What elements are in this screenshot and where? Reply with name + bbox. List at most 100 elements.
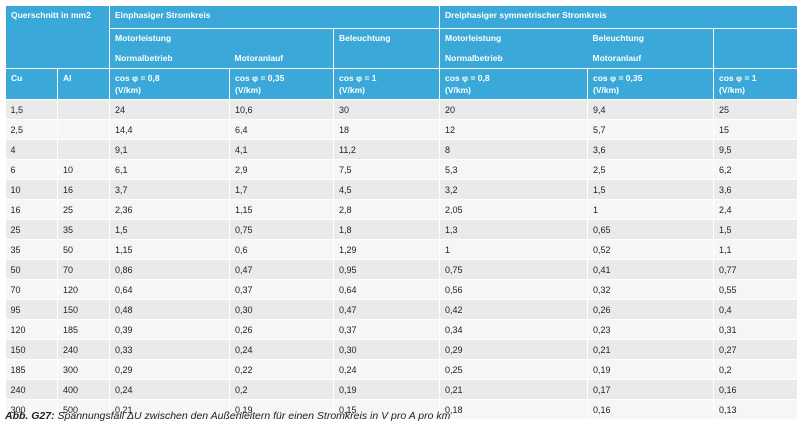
table-row: 35 50 1,15 0,6 1,29 1 0,52 1,1 <box>5 239 799 260</box>
table-row: 120 185 0,39 0,26 0,37 0,34 0,23 0,31 <box>5 319 799 340</box>
table-row: 150 240 0,33 0,24 0,30 0,29 0,21 0,27 <box>5 339 799 360</box>
cell-d-bel: 1,5 <box>713 219 799 240</box>
cell-al: 10 <box>57 159 110 180</box>
cell-d-bel: 3,6 <box>713 179 799 200</box>
table-row: 6 10 6,1 2,9 7,5 5,3 2,5 6,2 <box>5 159 799 180</box>
caption-label: Abb. G27: <box>5 410 55 422</box>
cell-d-bel: 9,5 <box>713 139 799 160</box>
cell-d-anl: 0,23 <box>587 319 715 340</box>
cell-e-norm: 0,64 <box>109 279 230 300</box>
header-e-motoranlauf: Motoranlauf <box>229 48 334 69</box>
cell-e-norm: 0,39 <box>109 319 230 340</box>
cell-e-anl: 1,15 <box>229 199 334 220</box>
cell-e-bel: 7,5 <box>333 159 441 180</box>
cell-d-anl: 5,7 <box>587 119 715 140</box>
table-header: Querschnitt in mm2 Einphasiger Stromkrei… <box>5 5 799 100</box>
cell-e-anl: 10,6 <box>229 99 334 120</box>
cell-e-anl: 2,9 <box>229 159 334 180</box>
cell-d-anl: 0,19 <box>587 359 715 380</box>
cell-d-anl: 0,65 <box>587 219 715 240</box>
header-d-beleuchtung: Beleuchtung <box>587 28 715 49</box>
header-e-beleuchtung: Beleuchtung <box>332 28 441 69</box>
header-d-motorleistung: Motorleistung <box>439 28 588 49</box>
cell-cu: 16 <box>5 199 58 220</box>
cell-e-norm: 1,5 <box>109 219 230 240</box>
table-body: 1,5 24 10,6 30 20 9,4 25 2,5 14,4 6,4 18 12 5,7 15 4 9,… <box>5 99 799 420</box>
cell-cu: 2,5 <box>5 119 58 140</box>
table-row: 185 300 0,29 0,22 0,24 0,25 0,19 0,2 <box>5 359 799 380</box>
cell-d-norm: 1,3 <box>439 219 589 240</box>
cell-d-norm: 0,42 <box>439 299 589 320</box>
cell-cu: 150 <box>5 339 58 360</box>
cell-cu: 50 <box>5 259 58 280</box>
cell-d-norm: 12 <box>439 119 589 140</box>
cell-d-anl: 1 <box>587 199 715 220</box>
cell-cu: 1,5 <box>5 99 58 120</box>
cell-d-anl: 0,26 <box>587 299 715 320</box>
cell-d-anl: 0,17 <box>587 379 715 400</box>
header-dreiphasig: Dreiphasiger symmetrischer Stromkreis <box>439 5 799 29</box>
cell-e-bel: 0,95 <box>333 259 441 280</box>
header-d-norm-cos: cos φ = 0,8 (V/km) <box>439 68 589 100</box>
cell-d-norm: 5,3 <box>439 159 589 180</box>
cell-cu: 240 <box>5 379 58 400</box>
cell-e-norm: 0,24 <box>109 379 230 400</box>
cell-e-bel: 4,5 <box>333 179 441 200</box>
cell-al: 500 <box>57 399 110 420</box>
header-d-anl-cos: cos φ = 0,35 (V/km) <box>587 68 715 100</box>
header-e-normalbetrieb: Normalbetrieb <box>109 48 230 69</box>
cell-e-anl: 0,30 <box>229 299 334 320</box>
cell-e-norm: 2,36 <box>109 199 230 220</box>
cell-d-anl: 3,6 <box>587 139 715 160</box>
cell-e-anl: 1,7 <box>229 179 334 200</box>
cell-e-anl: 0,75 <box>229 219 334 240</box>
cell-d-norm: 8 <box>439 139 589 160</box>
cell-cu: 6 <box>5 159 58 180</box>
cell-cu: 300 <box>5 399 58 420</box>
header-einphasig: Einphasiger Stromkreis <box>108 5 441 29</box>
cell-al: 50 <box>57 239 110 260</box>
cell-cu: 35 <box>5 239 58 260</box>
header-d-empty <box>713 28 799 69</box>
cell-d-norm: 0,34 <box>439 319 589 340</box>
cell-e-bel: 18 <box>333 119 441 140</box>
cell-d-anl: 0,41 <box>587 259 715 280</box>
cell-e-bel: 0,47 <box>333 299 441 320</box>
cell-al: 35 <box>57 219 110 240</box>
cell-al: 120 <box>57 279 110 300</box>
cell-e-bel: 0,64 <box>333 279 441 300</box>
cell-e-bel: 0,15 <box>333 399 441 420</box>
cell-e-anl: 0,47 <box>229 259 334 280</box>
cell-e-bel: 0,19 <box>333 379 441 400</box>
cell-e-bel: 0,37 <box>333 319 441 340</box>
cell-e-anl: 0,24 <box>229 339 334 360</box>
cell-d-bel: 0,16 <box>713 379 799 400</box>
cell-e-anl: 0,22 <box>229 359 334 380</box>
cell-d-bel: 2,4 <box>713 199 799 220</box>
cell-cu: 4 <box>5 139 58 160</box>
cell-d-anl: 9,4 <box>587 99 715 120</box>
cell-e-norm: 9,1 <box>109 139 230 160</box>
cell-e-bel: 0,30 <box>333 339 441 360</box>
cell-d-anl: 0,52 <box>587 239 715 260</box>
cell-al <box>57 139 110 160</box>
cell-e-anl: 0,26 <box>229 319 334 340</box>
cell-al <box>57 119 110 140</box>
cell-e-anl: 0,19 <box>229 399 334 420</box>
cell-d-norm: 0,18 <box>439 399 589 420</box>
header-e-bel-cos: cos φ = 1 (V/km) <box>332 68 441 100</box>
cell-al: 16 <box>57 179 110 200</box>
table-row: 70 120 0,64 0,37 0,64 0,56 0,32 0,55 <box>5 279 799 300</box>
cell-d-norm: 0,56 <box>439 279 589 300</box>
cell-d-bel: 0,13 <box>713 399 799 420</box>
cell-e-anl: 6,4 <box>229 119 334 140</box>
cell-d-bel: 0,2 <box>713 359 799 380</box>
cell-d-anl: 2,5 <box>587 159 715 180</box>
table-row: 25 35 1,5 0,75 1,8 1,3 0,65 1,5 <box>5 219 799 240</box>
cell-al: 70 <box>57 259 110 280</box>
cell-d-norm: 0,75 <box>439 259 589 280</box>
cell-e-norm: 3,7 <box>109 179 230 200</box>
cell-cu: 95 <box>5 299 58 320</box>
voltage-drop-table: Querschnitt in mm2 Einphasiger Stromkrei… <box>5 5 799 420</box>
